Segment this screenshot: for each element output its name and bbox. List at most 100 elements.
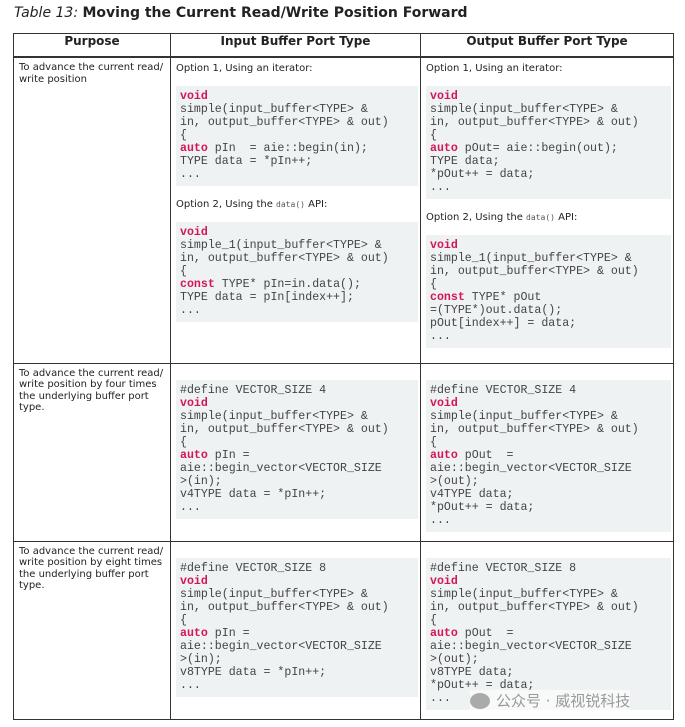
code-line: ...	[180, 168, 201, 181]
code-text: pOut =	[457, 448, 514, 462]
wechat-icon	[470, 692, 490, 709]
code-line: in, output_buffer<TYPE> & out)	[430, 422, 639, 436]
code-line: auto pIn =	[180, 449, 414, 462]
code-line: void	[430, 575, 667, 588]
code-line: const TYPE* pOut	[430, 291, 667, 304]
code-line: simple(input_buffer<TYPE> &	[430, 103, 618, 116]
code-keyword: auto	[180, 626, 208, 640]
code-line: *pOut++ = data;	[430, 168, 535, 181]
input-cell: #define VECTOR_SIZE 8 void simple(input_bu…	[170, 540, 421, 720]
code-line: ...	[430, 691, 451, 705]
code-line: void	[180, 575, 414, 588]
code-block: #define VECTOR_SIZE 8 void simple(input_bu…	[176, 557, 418, 697]
input-cell: Option 1, Using an iterator: void simple(i…	[170, 56, 421, 364]
code-line: simple(input_buffer<TYPE> &	[180, 409, 368, 423]
code-text: TYPE* pIn=in.data();	[214, 278, 361, 291]
code-line: {	[430, 435, 437, 449]
code-line: in, output_buffer<TYPE> & out)	[180, 422, 389, 436]
code-line: in, output_buffer<TYPE> & out)	[180, 116, 389, 129]
output-cell: #define VECTOR_SIZE 8 void simple(input_bu…	[420, 540, 674, 720]
option-label: Option 2, Using the data() API:	[171, 194, 420, 216]
code-line: void	[180, 90, 414, 103]
code-line: *pOut++ = data;	[430, 500, 535, 514]
table-row: To advance the current read/ write posit…	[13, 362, 674, 542]
code-line: auto pOut= aie::begin(out);	[430, 142, 667, 155]
code-line: void	[430, 90, 667, 103]
code-line: {	[180, 435, 187, 449]
code-line: v8TYPE data;	[430, 665, 514, 679]
code-line: {	[430, 278, 437, 291]
code-line: simple_1(input_buffer<TYPE> &	[180, 239, 382, 252]
code-line: auto pIn =	[180, 627, 414, 640]
header-output: Output Buffer Port Type	[420, 33, 674, 58]
code-line: TYPE data;	[430, 155, 500, 168]
code-line: #define VECTOR_SIZE 8	[430, 561, 577, 575]
code-line: simple(input_buffer<TYPE> &	[180, 103, 368, 116]
code-line: simple_1(input_buffer<TYPE> &	[430, 252, 632, 265]
code-keyword: void	[430, 239, 458, 252]
option-label-text: API:	[304, 199, 328, 210]
code-keyword: void	[430, 396, 458, 410]
code-block: #define VECTOR_SIZE 8 void simple(input_bu…	[426, 557, 671, 710]
option-label: Option 1, Using an iterator:	[176, 63, 313, 74]
position-table: Purpose Input Buffer Port Type Output Bu…	[13, 33, 674, 720]
api-code: data()	[276, 200, 305, 209]
code-line: in, output_buffer<TYPE> & out)	[180, 600, 389, 614]
code-line: {	[180, 265, 187, 278]
code-line: aie::begin_vector<VECTOR_SIZE	[430, 461, 632, 475]
code-line: {	[180, 129, 187, 142]
code-keyword: auto	[430, 448, 458, 462]
purpose-cell: To advance the current read/ write posit…	[13, 362, 171, 542]
api-code: data()	[526, 213, 555, 222]
output-cell: #define VECTOR_SIZE 4 void simple(input_bu…	[420, 362, 674, 542]
table-caption: Table 13: Moving the Current Read/Write …	[14, 5, 468, 21]
code-line: void	[180, 226, 414, 239]
code-line: in, output_buffer<TYPE> & out)	[180, 252, 389, 265]
code-block: void simple_1(input_buffer<TYPE> & in, out…	[426, 235, 671, 348]
code-line: const TYPE* pIn=in.data();	[180, 278, 414, 291]
code-text: pIn =	[207, 626, 250, 640]
code-line: void	[180, 397, 414, 410]
code-keyword: const	[430, 291, 465, 304]
code-block: void simple(input_buffer<TYPE> & in, outpu…	[426, 86, 671, 199]
code-text: pOut= aie::begin(out);	[457, 142, 618, 155]
code-line: aie::begin_vector<VECTOR_SIZE	[180, 461, 382, 475]
option-label-text: Option 2, Using the	[426, 212, 527, 223]
code-line: void	[430, 239, 667, 252]
code-keyword: auto	[180, 142, 208, 155]
code-keyword: void	[430, 574, 458, 588]
option-label-text: API:	[554, 212, 578, 223]
code-line: {	[430, 613, 437, 627]
code-line: TYPE data = pIn[index++];	[180, 291, 354, 304]
code-line: simple(input_buffer<TYPE> &	[180, 587, 368, 601]
code-line: ...	[180, 678, 201, 692]
code-line: auto pOut =	[430, 449, 667, 462]
code-line: simple(input_buffer<TYPE> &	[430, 587, 618, 601]
table-row: To advance the current read/ write posit…	[13, 540, 674, 720]
code-line: ...	[430, 181, 451, 194]
code-keyword: auto	[180, 448, 208, 462]
code-line: {	[430, 129, 437, 142]
code-line: #define VECTOR_SIZE 4	[430, 383, 577, 397]
output-cell: Option 1, Using an iterator: void simple(i…	[420, 56, 674, 364]
code-block: #define VECTOR_SIZE 4 void simple(input_bu…	[426, 379, 671, 532]
code-line: ...	[180, 304, 201, 317]
code-keyword: void	[430, 90, 458, 103]
code-text: TYPE* pOut	[464, 291, 542, 304]
option-label: Option 2, Using the data() API:	[421, 207, 673, 229]
code-line: >(in);	[180, 652, 222, 666]
option-label: Option 1, Using an iterator:	[426, 63, 563, 74]
code-line: aie::begin_vector<VECTOR_SIZE	[180, 639, 382, 653]
code-line: void	[430, 397, 667, 410]
code-line: ...	[430, 513, 451, 527]
code-line: #define VECTOR_SIZE 4	[180, 383, 327, 397]
code-line: v8TYPE data = *pIn++;	[180, 665, 327, 679]
code-line: ...	[180, 500, 201, 514]
code-block: #define VECTOR_SIZE 4 void simple(input_bu…	[176, 379, 418, 519]
code-line: simple(input_buffer<TYPE> &	[430, 409, 618, 423]
option-label-text: Option 2, Using the	[176, 199, 277, 210]
code-line: in, output_buffer<TYPE> & out)	[430, 265, 639, 278]
code-text: pIn =	[207, 448, 250, 462]
code-line: aie::begin_vector<VECTOR_SIZE	[430, 639, 632, 653]
code-line: #define VECTOR_SIZE 8	[180, 561, 327, 575]
